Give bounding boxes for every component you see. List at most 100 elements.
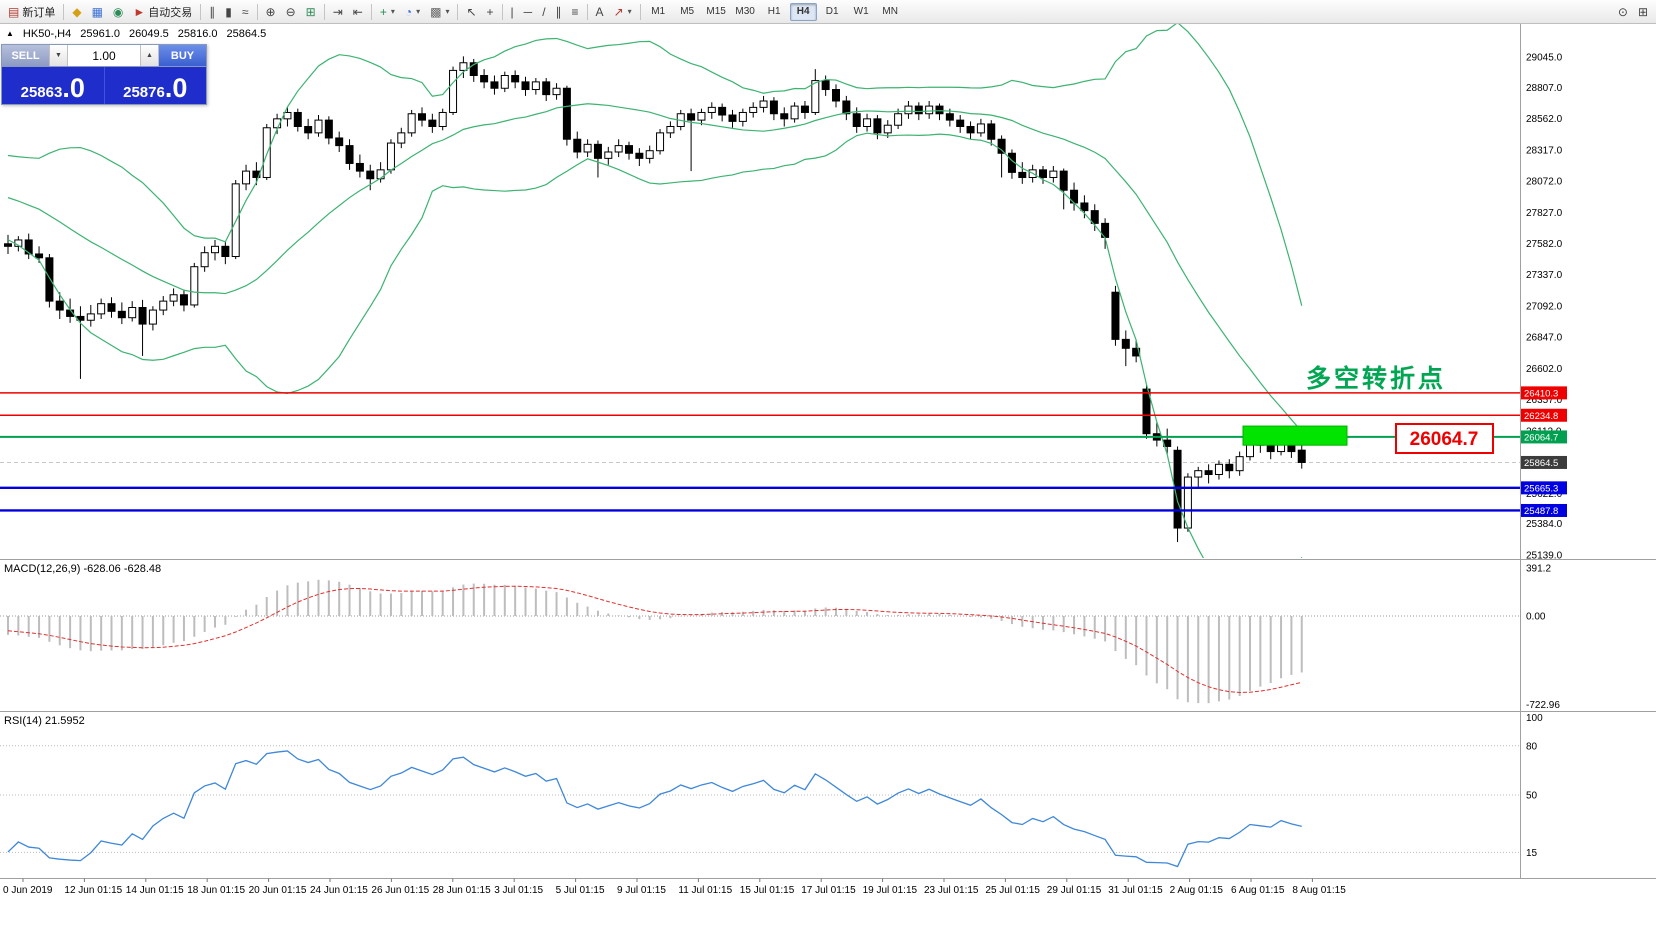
new-order-label: 新订单	[22, 6, 56, 19]
new-order-button[interactable]: ▤ 新订单	[3, 2, 60, 22]
timeframe-m30-button[interactable]: M30	[735, 6, 755, 17]
ohlc-high: 26049.5	[128, 28, 169, 40]
line-chart-mode-button[interactable]: ≈	[237, 2, 254, 22]
crosshair-tool-button[interactable]: +	[482, 2, 499, 22]
svg-text:28317.0: 28317.0	[1526, 145, 1563, 156]
text-tool-icon: A	[595, 4, 604, 19]
price-tag: 26234.8	[1521, 408, 1567, 422]
tile-windows-button[interactable]: ⊞	[301, 2, 321, 22]
symbol-period-label: HK50-,H4	[22, 28, 72, 40]
auto-trading-label: 自动交易	[148, 6, 193, 19]
line-chart-mode-icon: ≈	[241, 4, 249, 19]
sell-price-display[interactable]: 25863 .0	[2, 67, 104, 104]
zoom-out-icon: ⊖	[285, 4, 296, 19]
svg-text:18 Jun 01:15: 18 Jun 01:15	[187, 885, 245, 896]
navigator-button[interactable]: ◉	[108, 2, 128, 22]
market-watch-button[interactable]: ◆	[67, 2, 86, 22]
svg-text:25487.8: 25487.8	[1524, 506, 1558, 517]
auto-scroll-icon: ⇥	[332, 4, 343, 19]
text-tool-button[interactable]: A	[591, 2, 609, 22]
toolbar-separator	[501, 3, 503, 20]
zoom-out-button[interactable]: ⊖	[281, 2, 301, 22]
data-window-icon: ▦	[91, 4, 103, 19]
svg-text:25622.0: 25622.0	[1526, 489, 1563, 500]
bollinger-middle-band	[7, 103, 1303, 432]
ohlc-low: 25816.0	[177, 28, 218, 40]
buy-price-pips: .0	[164, 73, 188, 104]
sell-price-pips: .0	[62, 73, 85, 104]
candlestick-mode-button[interactable]: ▮	[220, 2, 237, 22]
cursor-tool-button[interactable]: ↖	[461, 2, 481, 22]
sell-button[interactable]: SELL	[2, 45, 49, 66]
svg-text:28807.0: 28807.0	[1526, 83, 1563, 94]
svg-text:12 Jun 01:15: 12 Jun 01:15	[64, 885, 122, 896]
svg-text:31 Jul 01:15: 31 Jul 01:15	[1108, 885, 1163, 896]
vertical-line-tool-button[interactable]: |	[506, 2, 519, 22]
tile-windows-icon: ⊞	[305, 4, 316, 19]
price-callout-box[interactable]	[1395, 423, 1494, 454]
toolbar-separator	[370, 3, 372, 20]
svg-text:26847.0: 26847.0	[1526, 333, 1563, 344]
svg-text:28562.0: 28562.0	[1526, 114, 1563, 125]
zoom-in-button[interactable]: ⊕	[261, 2, 281, 22]
indicators-button[interactable]: + ▾	[375, 2, 400, 22]
price-tag: 26064.7	[1521, 430, 1567, 444]
crosshair-tool-icon: +	[486, 4, 494, 19]
timeframe-m5-button[interactable]: M5	[680, 6, 695, 17]
toolbar-separator	[323, 3, 325, 20]
svg-text:28 Jun 01:15: 28 Jun 01:15	[433, 885, 491, 896]
price-tag: 26410.3	[1521, 386, 1567, 400]
volume-decrease-button[interactable]: ▼	[49, 45, 68, 66]
svg-text:24 Jun 01:15: 24 Jun 01:15	[310, 885, 368, 896]
timeframe-h4-button[interactable]: H4	[789, 2, 817, 21]
arrows-tool-button[interactable]: ↗ ▾	[609, 2, 637, 22]
price-chart-canvas[interactable]: 多空转折点 26064.7 MACD(12,26,9) -628.06 -628.4…	[0, 24, 1656, 947]
svg-text:29045.0: 29045.0	[1526, 53, 1563, 64]
vertical-line-tool-icon: |	[510, 4, 514, 19]
turning-point-annotation[interactable]: 多空转折点	[1306, 364, 1446, 393]
rsi-scale-label: 80	[1526, 741, 1538, 752]
buy-price-display[interactable]: 25876 .0	[103, 67, 207, 104]
trendline-tool-icon: /	[542, 4, 546, 19]
timeframe-d1-button[interactable]: D1	[825, 6, 839, 17]
chart-shift-button[interactable]: ⇤	[348, 2, 368, 22]
channel-tool-button[interactable]: ∥	[551, 2, 567, 22]
svg-text:2 Aug 01:15: 2 Aug 01:15	[1170, 885, 1224, 896]
toolbar-items: ▤ 新订单 ◆ ▦ ◉ ► 自动交易 ∥ ▮ ≈ ⊕ ⊖ ⊞ ⇥ ⇤ + ▾ ◔ ▾ ▩ ▾ ↖ + | ─ / ∥ ≡ A ↗ ▾	[3, 0, 644, 23]
horizontal-line-tool-button[interactable]: ─	[519, 2, 538, 22]
svg-text:3 Jul 01:15: 3 Jul 01:15	[494, 885, 543, 896]
one-click-trading-panel: SELL ▼ 1.00 ▲ BUY 25863 .0 25876 .0	[1, 44, 207, 105]
templates-button[interactable]: ▩ ▾	[425, 2, 454, 22]
svg-text:25384.0: 25384.0	[1526, 519, 1563, 530]
timeframe-m1-button[interactable]: M1	[651, 6, 666, 17]
svg-text:25 Jul 01:15: 25 Jul 01:15	[985, 885, 1040, 896]
buy-button[interactable]: BUY	[159, 45, 206, 66]
auto-scroll-button[interactable]: ⇥	[328, 2, 348, 22]
main-chart-plot[interactable]	[0, 24, 1520, 601]
periods-button[interactable]: ◔ ▾	[400, 2, 425, 22]
timeframe-h1-button[interactable]: H1	[767, 6, 781, 17]
svg-text:29 Jul 01:15: 29 Jul 01:15	[1047, 885, 1102, 896]
fibonacci-tool-button[interactable]: ≡	[567, 2, 584, 22]
svg-text:26357.0: 26357.0	[1526, 395, 1563, 406]
svg-text:26234.8: 26234.8	[1524, 411, 1558, 422]
symbol-search-button[interactable]: ⊙	[1613, 2, 1633, 22]
green-rectangle-object[interactable]	[1242, 425, 1348, 446]
bar-chart-mode-button[interactable]: ∥	[204, 2, 220, 22]
svg-text:15 Jul 01:15: 15 Jul 01:15	[740, 885, 795, 896]
trendline-tool-button[interactable]: /	[537, 2, 550, 22]
data-window-button[interactable]: ▦	[87, 2, 108, 22]
auto-trading-button[interactable]: ► 自动交易	[128, 2, 197, 22]
templates-dropdown-icon: ▾	[445, 7, 450, 16]
symbol-icon: ▲	[6, 29, 14, 38]
open-chart-button[interactable]: ⊞	[1633, 2, 1653, 22]
toolbar-separator	[256, 3, 258, 20]
timeframe-m15-button[interactable]: M15	[706, 6, 726, 17]
timeframe-mn-button[interactable]: MN	[882, 6, 898, 17]
volume-input[interactable]: 1.00	[68, 45, 140, 66]
volume-increase-button[interactable]: ▲	[140, 45, 159, 66]
order-controls-row: SELL ▼ 1.00 ▲ BUY	[2, 45, 206, 67]
templates-icon: ▩	[430, 4, 442, 19]
timeframe-w1-button[interactable]: W1	[853, 6, 869, 17]
svg-text:26602.0: 26602.0	[1526, 364, 1563, 375]
